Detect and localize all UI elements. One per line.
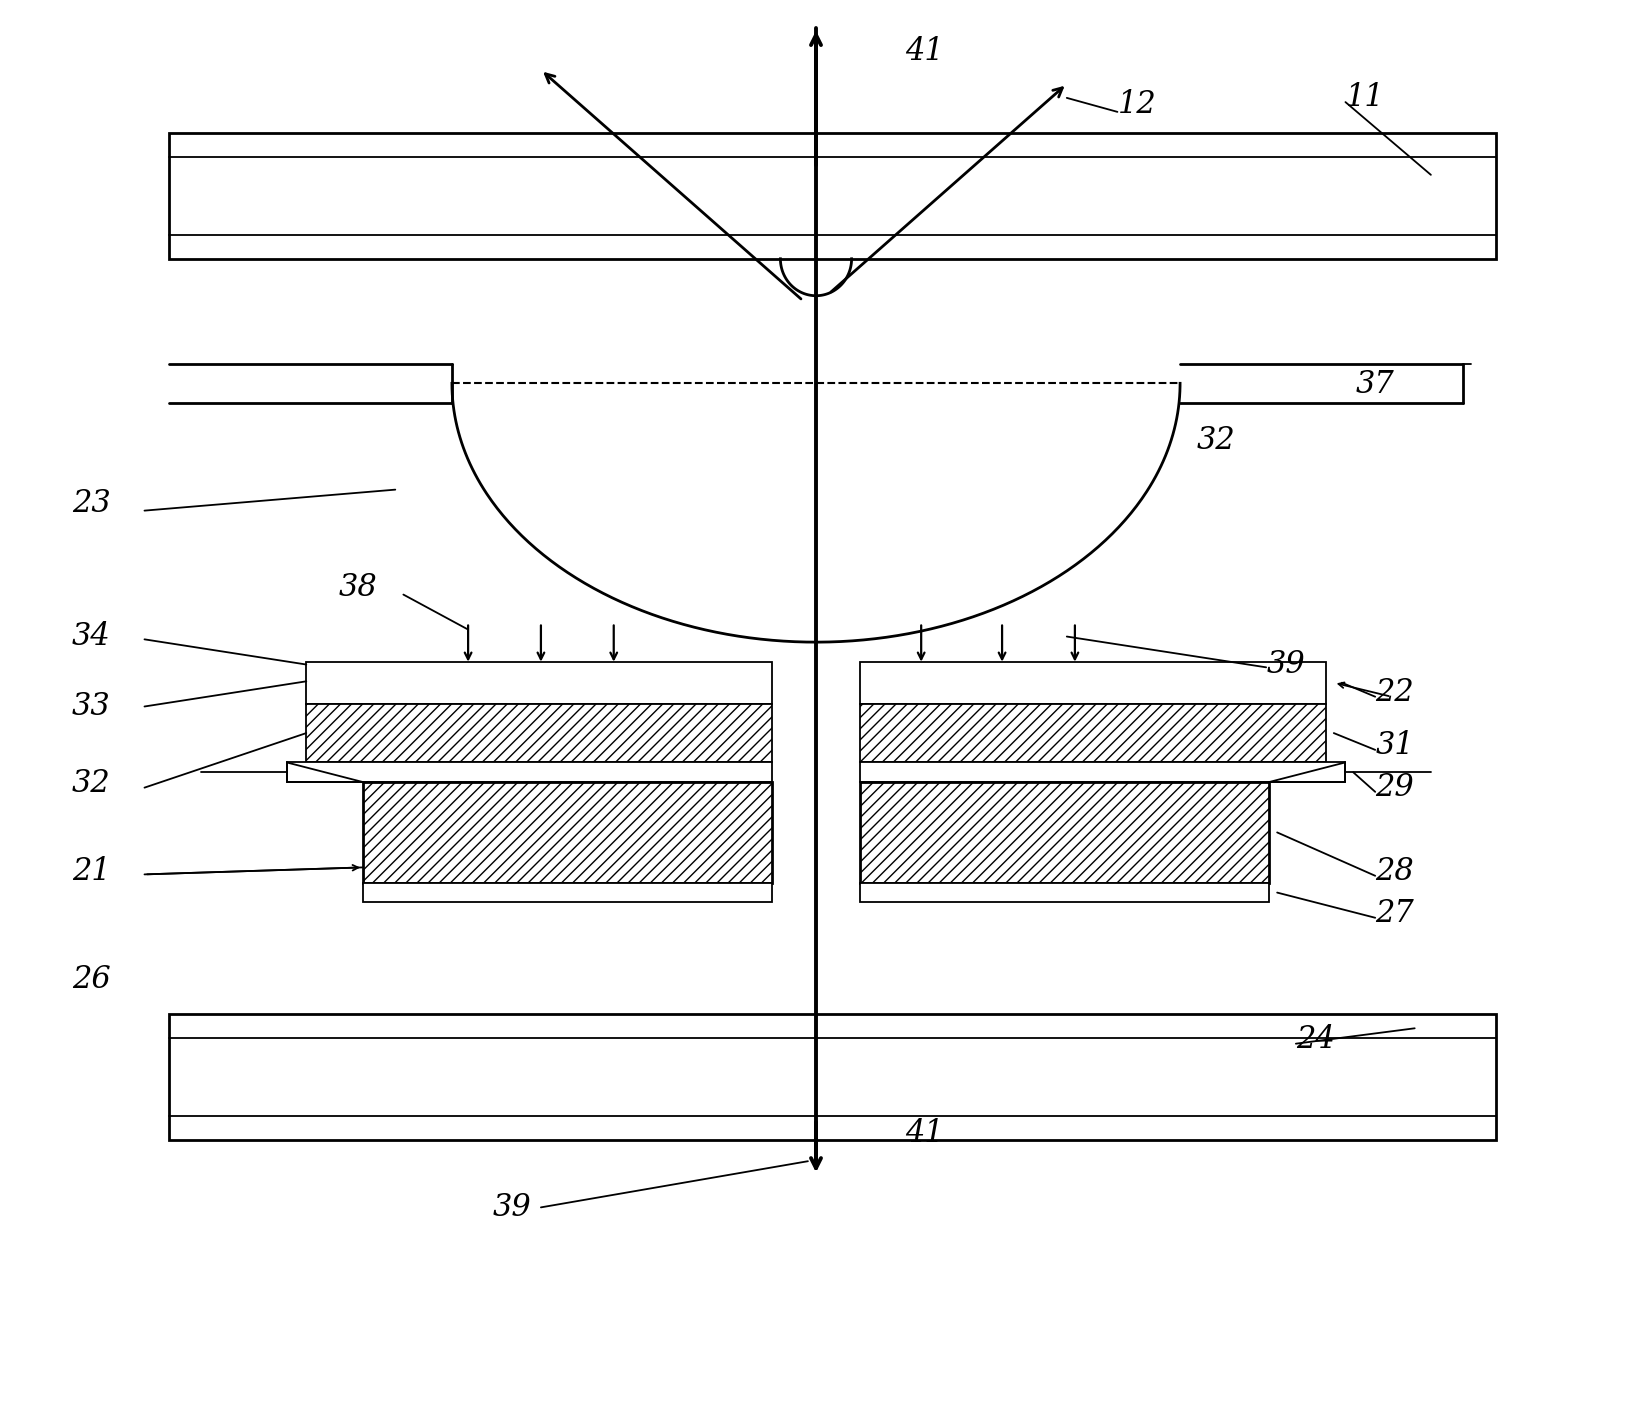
Text: 33: 33 [72, 691, 111, 722]
Text: 26: 26 [72, 964, 111, 995]
Text: 29: 29 [1376, 771, 1413, 803]
Bar [860, 883, 1270, 903]
Bar [168, 133, 1495, 259]
Bar [860, 661, 1325, 704]
Text: 34: 34 [72, 622, 111, 651]
Bar [860, 704, 1325, 763]
Text: 22: 22 [1376, 677, 1413, 708]
Bar [168, 1015, 1495, 1140]
Text: 23: 23 [72, 487, 111, 519]
Bar [307, 704, 772, 763]
Bar [307, 661, 772, 704]
Text: 27: 27 [1376, 899, 1413, 930]
Text: 31: 31 [1376, 731, 1413, 762]
Text: 21: 21 [72, 856, 111, 887]
Text: 37: 37 [1355, 369, 1394, 400]
Text: 38: 38 [339, 572, 377, 603]
Text: 32: 32 [1196, 425, 1235, 456]
Text: 39: 39 [493, 1193, 530, 1222]
Text: 12: 12 [1118, 89, 1155, 120]
Bar [362, 883, 772, 903]
Text: 39: 39 [1266, 649, 1306, 680]
Bar [860, 781, 1270, 883]
Text: 24: 24 [1296, 1024, 1335, 1056]
Text: 41: 41 [906, 37, 943, 68]
Bar [860, 763, 1345, 781]
Text: 41: 41 [906, 1118, 943, 1149]
Text: 32: 32 [72, 767, 111, 798]
Text: 11: 11 [1345, 82, 1384, 113]
Bar [287, 763, 772, 781]
Bar [362, 781, 772, 883]
Text: 28: 28 [1376, 856, 1413, 887]
